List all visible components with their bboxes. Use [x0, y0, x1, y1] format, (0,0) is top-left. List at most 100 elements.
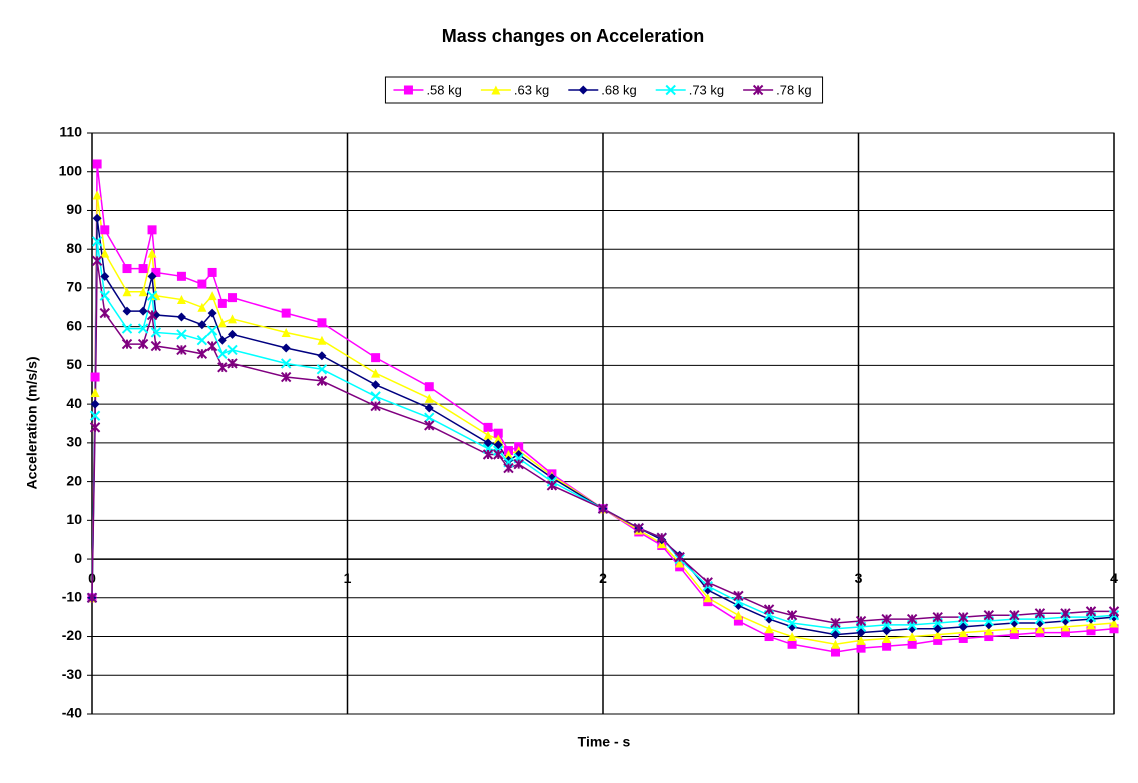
data-point: [830, 617, 841, 629]
data-point: [503, 462, 514, 474]
data-point: [493, 449, 504, 460]
data-point: [958, 633, 968, 643]
data-point: [503, 455, 513, 465]
data-point: [197, 279, 207, 289]
data-point: [100, 225, 110, 235]
data-point: [281, 327, 291, 337]
data-point: [907, 632, 917, 642]
data-point: [90, 388, 100, 398]
data-point: [146, 309, 158, 321]
data-point: [703, 593, 713, 603]
data-point: [855, 615, 867, 627]
legend-marker: [578, 85, 588, 95]
data-point: [1109, 618, 1119, 628]
data-point: [787, 639, 797, 649]
data-point: [151, 267, 161, 277]
data-point: [217, 348, 228, 359]
data-point: [86, 592, 98, 604]
data-point: [316, 375, 328, 387]
legend-label: .68 kg: [601, 82, 636, 97]
data-point: [1086, 626, 1096, 636]
legend-marker: [752, 84, 764, 96]
data-point: [370, 400, 381, 412]
legend-marker: [403, 85, 413, 95]
data-point: [138, 306, 148, 316]
y-tick-label: 80: [66, 240, 82, 256]
data-point: [856, 635, 866, 645]
data-point: [1060, 622, 1070, 632]
data-point: [371, 380, 381, 390]
data-point: [733, 610, 743, 620]
data-point: [1009, 630, 1019, 640]
data-point: [92, 190, 102, 200]
y-tick-label: 50: [66, 356, 82, 372]
data-point: [91, 236, 103, 247]
data-point: [787, 632, 797, 642]
data-point: [176, 271, 186, 281]
legend-label: .58 kg: [426, 82, 461, 97]
data-point: [984, 632, 994, 642]
y-tick-label: 90: [66, 201, 82, 217]
data-point: [207, 291, 217, 301]
chart-title: Mass changes on Acceleration: [442, 26, 704, 46]
series-line: [91, 260, 1114, 624]
data-point: [370, 391, 381, 402]
data-point: [228, 293, 238, 303]
data-point: [89, 410, 101, 421]
data-point: [882, 641, 892, 651]
legend-marker: [665, 84, 676, 96]
series-line: [91, 194, 1115, 646]
data-point: [281, 343, 291, 353]
data-point: [137, 338, 149, 350]
data-point: [733, 616, 743, 626]
data-point: [147, 271, 157, 281]
data-point: [733, 590, 744, 602]
data-point: [147, 225, 157, 235]
data-point: [493, 428, 503, 438]
data-point: [493, 434, 503, 444]
data-point: [933, 630, 943, 640]
data-point: [597, 503, 609, 514]
data-point: [89, 422, 101, 433]
y-tick-label: 0: [74, 550, 82, 566]
data-point: [176, 329, 187, 340]
data-point: [207, 267, 217, 277]
data-point: [1086, 620, 1096, 630]
data-point: [424, 403, 434, 413]
data-point: [138, 264, 148, 274]
data-point: [856, 643, 866, 653]
y-tick-label: 100: [59, 162, 83, 178]
data-point: [150, 327, 162, 338]
y-tick-label: 60: [66, 317, 82, 333]
data-point: [122, 287, 132, 297]
data-point: [882, 633, 892, 643]
data-point: [764, 624, 774, 634]
data-point: [513, 458, 524, 470]
y-tick-label: -10: [62, 589, 82, 605]
data-point: [317, 335, 327, 345]
series-line: [91, 241, 1115, 630]
data-point: [424, 412, 435, 423]
data-point: [137, 323, 149, 334]
data-point: [91, 255, 103, 267]
data-point: [933, 635, 943, 645]
data-point: [217, 335, 227, 345]
data-point: [146, 290, 158, 301]
data-point: [483, 422, 493, 432]
data-point: [424, 393, 434, 403]
data-point: [1060, 628, 1070, 638]
legend-label: .63 kg: [514, 82, 549, 97]
data-point: [424, 420, 435, 431]
data-point: [786, 617, 798, 629]
data-point: [371, 368, 381, 378]
data-point: [150, 340, 162, 352]
x-tick-label: 4: [1110, 570, 1118, 586]
x-tick-label: 1: [344, 570, 352, 586]
data-point: [197, 320, 207, 330]
data-point: [764, 632, 774, 642]
legend: .58 kg .63 kg .68 kg .73 kg .78 kg: [384, 76, 824, 104]
data-point: [907, 639, 917, 649]
data-point: [984, 626, 994, 636]
data-point: [122, 306, 132, 316]
